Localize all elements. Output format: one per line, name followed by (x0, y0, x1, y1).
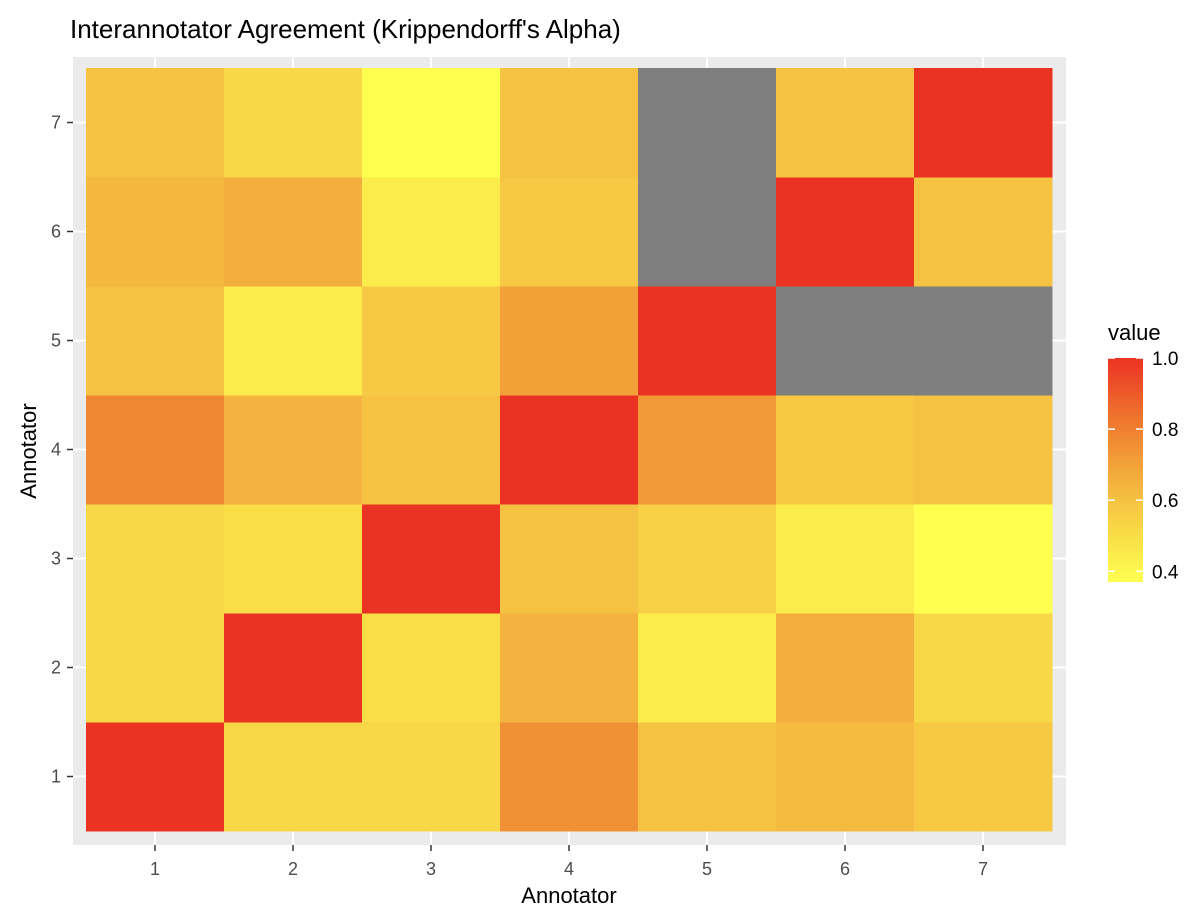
y-axis-title: Annotator (16, 403, 41, 498)
legend-tick-label: 0.8 (1152, 420, 1178, 441)
y-tick-label: 2 (51, 658, 61, 678)
heatmap-tile (86, 504, 225, 614)
heatmap-tile (224, 613, 363, 723)
heatmap-tile (776, 68, 915, 178)
heatmap-tile (362, 504, 501, 614)
legend-tick-label: 0.6 (1152, 491, 1178, 512)
heatmap-tile (86, 613, 225, 723)
heatmap-tile (638, 68, 777, 178)
heatmap-tile (638, 177, 777, 287)
y-tick-label: 7 (51, 113, 61, 133)
x-tick-label: 2 (288, 859, 298, 879)
y-tick-label: 3 (51, 549, 61, 569)
x-tick-label: 6 (840, 859, 850, 879)
legend-tick-label: 1.0 (1152, 349, 1178, 370)
x-tick-label: 7 (978, 859, 988, 879)
y-tick-label: 6 (51, 222, 61, 242)
heatmap-tile (362, 177, 501, 287)
heatmap-tile (914, 504, 1053, 614)
heatmap-tile (86, 68, 225, 178)
y-tick-label: 4 (51, 440, 61, 460)
heatmap-tile (224, 395, 363, 505)
heatmap-tile (914, 395, 1053, 505)
heatmap-tile (224, 722, 363, 832)
heatmap-tile (776, 504, 915, 614)
legend-tick-label: 0.4 (1152, 562, 1179, 583)
heatmap-tile (776, 395, 915, 505)
y-tick-label: 1 (51, 767, 61, 787)
heatmap-tile (638, 395, 777, 505)
x-tick-label: 4 (564, 859, 574, 879)
legend-title: value (1108, 320, 1161, 345)
x-tick-label: 1 (150, 859, 160, 879)
heatmap-tile (914, 177, 1053, 287)
heatmap-tile (86, 286, 225, 396)
heatmap-tile (500, 68, 639, 178)
heatmap-tile (86, 395, 225, 505)
heatmap-tile (224, 504, 363, 614)
heatmap-tile (638, 504, 777, 614)
heatmap-tile (638, 286, 777, 396)
y-tick-label: 5 (51, 331, 61, 351)
heatmap-tile (638, 722, 777, 832)
heatmap-tile (362, 722, 501, 832)
heatmap-tile (224, 286, 363, 396)
heatmap-tile (914, 722, 1053, 832)
legend-colorbar (1108, 358, 1143, 582)
heatmap-tile (776, 613, 915, 723)
x-axis-title: Annotator (521, 883, 616, 908)
heatmap-tile (86, 722, 225, 832)
heatmap-tile (224, 177, 363, 287)
heatmap-tile (362, 395, 501, 505)
heatmap-tile (914, 613, 1053, 723)
heatmap-tile (500, 177, 639, 287)
heatmap-tile (914, 286, 1053, 396)
chart-title: Interannotator Agreement (Krippendorff's… (70, 14, 621, 44)
heatmap-tile (638, 613, 777, 723)
heatmap-tile (776, 286, 915, 396)
heatmap-tile (776, 722, 915, 832)
heatmap-tile (500, 395, 639, 505)
heatmap-tile (914, 68, 1053, 178)
x-tick-label: 3 (426, 859, 436, 879)
heatmap-tile (776, 177, 915, 287)
x-tick-label: 5 (702, 859, 712, 879)
heatmap-tile (500, 613, 639, 723)
heatmap-tile (500, 722, 639, 832)
heatmap-tile (362, 286, 501, 396)
heatmap-tile (500, 504, 639, 614)
heatmap-tile (86, 177, 225, 287)
heatmap-tile (362, 613, 501, 723)
heatmap-tile (362, 68, 501, 178)
heatmap-tile (500, 286, 639, 396)
heatmap-tile (224, 68, 363, 178)
